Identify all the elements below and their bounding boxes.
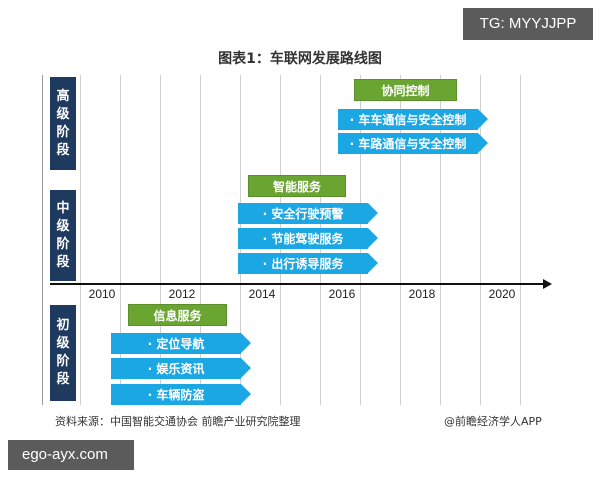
stage-label-advanced: 高 级 阶 段: [50, 77, 76, 170]
year-label: 2012: [168, 287, 196, 301]
item-safe-driving-warning: · 安全行驶预警: [238, 203, 378, 224]
grid-line: [120, 75, 121, 405]
timeline-axis: [50, 283, 545, 285]
grid-line: [200, 75, 201, 405]
source-note: 资料来源：中国智能交通协会 前瞻产业研究院整理: [55, 415, 301, 428]
category-smart-services: 智能服务: [248, 175, 346, 197]
tg-watermark-badge: TG: MYYJJPP: [463, 8, 593, 40]
year-label: 2016: [328, 287, 356, 301]
stage-char: 段: [56, 142, 70, 158]
item-positioning-navigation: · 定位导航: [111, 333, 251, 354]
site-watermark-badge: ego-ayx.com: [8, 440, 134, 470]
stage-char: 段: [56, 254, 70, 270]
grid-line: [440, 75, 441, 405]
category-cooperative-control: 协同控制: [354, 79, 457, 101]
stage-char: 级: [56, 106, 70, 122]
grid-line: [80, 75, 81, 405]
stage-char: 段: [56, 372, 70, 387]
stage-char: 级: [56, 218, 70, 234]
frame-left-border: [42, 75, 43, 405]
stage-char: 阶: [56, 236, 70, 252]
stage-char: 阶: [56, 124, 70, 140]
stage-label-intermediate: 中 级 阶 段: [50, 190, 76, 281]
stage-label-initial: 初 级 阶 段: [50, 305, 76, 401]
item-v2v-communication: · 车车通信与安全控制: [338, 109, 488, 130]
diagram-title: 图表1：车联网发展路线图: [218, 51, 382, 67]
item-v2i-communication: · 车路通信与安全控制: [338, 133, 488, 154]
year-label: 2014: [248, 287, 276, 301]
grid-line: [520, 75, 521, 405]
category-info-services: 信息服务: [128, 304, 227, 326]
item-entertainment-info: · 娱乐资讯: [111, 358, 251, 379]
arrow-right-icon: [543, 279, 552, 289]
item-travel-guidance: · 出行诱导服务: [238, 253, 378, 274]
stage-char: 中: [56, 200, 70, 216]
stage-char: 阶: [56, 354, 70, 369]
grid-line: [480, 75, 481, 405]
credit-note: @前瞻经济学人APP: [444, 415, 542, 428]
year-label: 2010: [88, 287, 116, 301]
year-label: 2018: [408, 287, 436, 301]
year-label: 2020: [488, 287, 516, 301]
item-eco-driving-service: · 节能驾驶服务: [238, 228, 378, 249]
item-vehicle-antitheft: · 车辆防盗: [111, 384, 251, 405]
stage-char: 高: [56, 88, 70, 104]
stage-char: 级: [56, 336, 70, 351]
grid-line: [400, 75, 401, 405]
grid-line: [160, 75, 161, 405]
stage-char: 初: [56, 318, 70, 333]
